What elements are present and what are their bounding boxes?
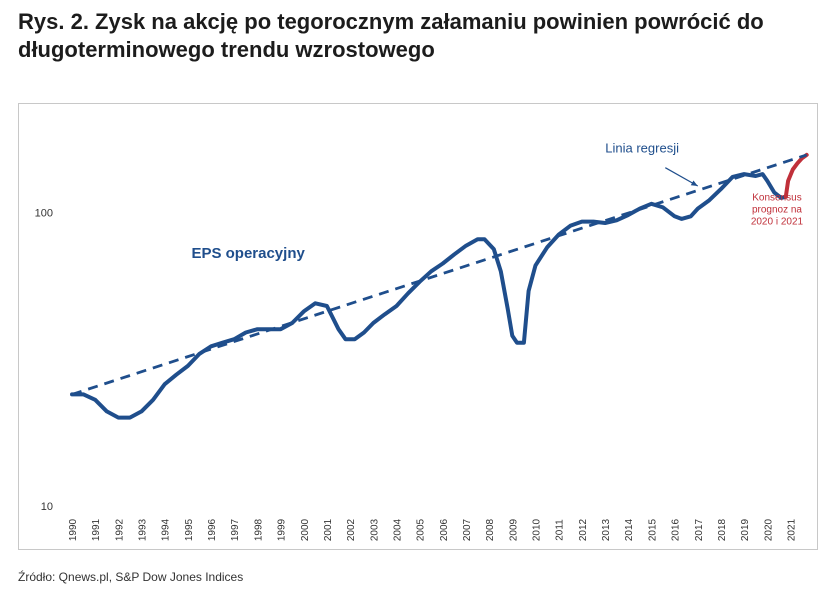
y-tick-label: 10 (41, 501, 53, 513)
x-tick-label: 2013 (601, 518, 612, 541)
x-tick-label: 1992 (114, 518, 125, 541)
x-tick-label: 2009 (508, 518, 519, 541)
regression-arrow-head (690, 180, 698, 186)
x-tick-label: 1995 (184, 518, 195, 541)
x-tick-label: 1990 (68, 518, 79, 541)
x-tick-label: 1997 (230, 518, 241, 541)
consensus-label: prognoz na (752, 204, 802, 215)
chart-frame: 10 100 1990 1991 1992 1993 1994 1995 1996 1997 199… (18, 103, 818, 550)
x-tick-label: 2015 (647, 518, 658, 541)
x-tick-label: 2019 (740, 518, 751, 541)
consensus-label: Konsensus (752, 192, 801, 203)
eps-series-label: EPS operacyjny (191, 245, 305, 262)
regression-label: Linia regresji (605, 140, 679, 155)
x-tick-label: 2007 (462, 518, 473, 541)
chart-title: Rys. 2. Zysk na akcję po tegorocznym zał… (18, 9, 764, 62)
x-tick-label: 1999 (277, 518, 288, 541)
x-tick-label: 2017 (694, 518, 705, 541)
x-tick-label: 1991 (91, 518, 102, 541)
consensus-series-line (783, 152, 809, 199)
x-tick-label: 1994 (161, 518, 172, 541)
x-tick-label: 2003 (369, 518, 380, 541)
x-tick-label: 1996 (207, 518, 218, 541)
x-tick-label: 2006 (439, 518, 450, 541)
x-tick-label: 2008 (485, 518, 496, 541)
x-tick-label: 1993 (138, 518, 149, 541)
x-tick-label: 2001 (323, 518, 334, 541)
x-tick-label: 2020 (763, 518, 774, 541)
x-tick-label: 2005 (416, 518, 427, 541)
eps-chart: 10 100 1990 1991 1992 1993 1994 1995 1996 1997 199… (35, 140, 809, 541)
x-tick-label: 2004 (392, 518, 403, 541)
x-tick-label: 2021 (786, 518, 797, 541)
x-tick-label: 2011 (555, 519, 566, 541)
x-tick-label: 2012 (578, 518, 589, 541)
consensus-label: 2020 i 2021 (751, 216, 804, 227)
eps-series-line (70, 172, 788, 420)
x-tick-label: 2018 (717, 518, 728, 541)
x-tick-label: 2000 (300, 518, 311, 541)
regression-line (71, 153, 808, 396)
x-tick-label: 2002 (346, 518, 357, 541)
x-tick-label: 2016 (671, 518, 682, 541)
source-note: Źródło: Qnews.pl, S&P Dow Jones Indices (18, 570, 244, 584)
y-tick-label: 100 (35, 207, 53, 219)
x-tick-label: 2014 (624, 518, 635, 541)
x-tick-label: 1998 (253, 518, 264, 541)
x-tick-label: 2010 (532, 518, 543, 541)
